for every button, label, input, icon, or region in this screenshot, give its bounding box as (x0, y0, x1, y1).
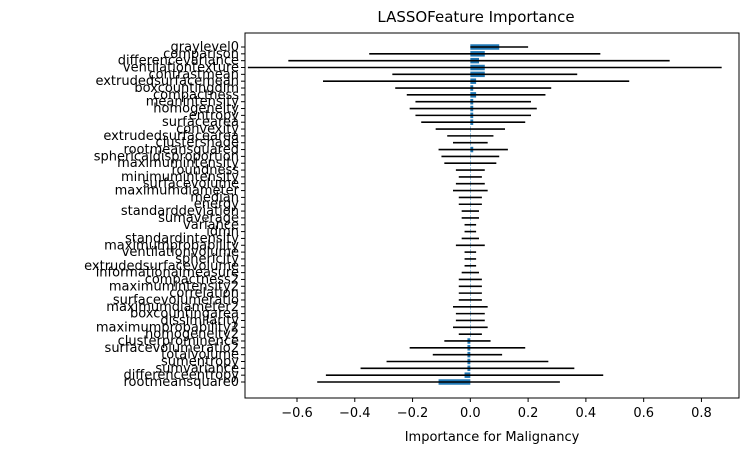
y-tick-label: clustershade (156, 136, 239, 151)
y-tick-label: minimumintensity (121, 170, 239, 185)
y-tick-labels: graylevel0comparisondifferencevarianceve… (84, 40, 245, 390)
y-tick-label: standardintensity (125, 231, 239, 246)
y-tick-label: rootmeansquared (124, 143, 239, 158)
y-tick-label: meanintensity (146, 95, 240, 110)
y-tick-label: surfacearea (162, 115, 239, 130)
y-tick-label: surfacevolume (143, 177, 239, 192)
y-tick-label: graylevel0 (171, 40, 239, 55)
y-tick-label: maximumdiameter (115, 184, 240, 199)
x-tick-label: −0.6 (281, 406, 313, 421)
chart-title: LASSOFeature Importance (377, 8, 574, 26)
y-tick-label: variance (183, 218, 239, 233)
y-tick-label: extrudedsurfacemean (95, 74, 239, 89)
y-tick-label: compactness2 (145, 272, 239, 287)
error-bars-layer (247, 46, 722, 383)
y-tick-label: boxcountingarea (130, 307, 239, 322)
y-tick-label: dissimilarity (160, 313, 239, 328)
y-tick-label: maximumintensity2 (109, 279, 239, 294)
y-tick-label: informationalmeasure (96, 266, 239, 281)
y-tick-label: compactness (153, 88, 239, 103)
y-tick-label: sumaverage (158, 211, 239, 226)
x-tick-label: −0.2 (397, 406, 429, 421)
y-tick-label: sumentropy (161, 354, 239, 369)
y-tick-label: ventilationvolume (122, 245, 239, 260)
x-tick-label: 0.0 (460, 406, 481, 421)
x-tick-label: 0.2 (518, 406, 539, 421)
x-axis: −0.6 −0.4 −0.2 0.0 0.2 0.4 0.6 0.8 (281, 398, 712, 421)
y-tick-label: convexity (176, 122, 239, 137)
x-tick-label: 0.4 (576, 406, 597, 421)
y-tick-label: median (190, 190, 239, 205)
y-tick-label: surfacevolumeratio (113, 293, 239, 308)
y-tick-label: ventilationtexture (123, 61, 239, 76)
y-tick-label: comparison (163, 47, 239, 62)
x-tick-label: 0.8 (691, 406, 712, 421)
y-tick-label: maximumintensity (117, 156, 239, 171)
y-tick-label: differenceentropy (123, 368, 239, 383)
y-tick-label: energy (194, 197, 240, 212)
y-tick-label: maximumprobability2 (96, 320, 239, 335)
y-tick-label: entropy (189, 108, 240, 123)
y-tick-label: roundness (171, 163, 239, 178)
y-tick-label: idmn (206, 225, 239, 240)
y-tick-label: homogeneity (153, 102, 239, 117)
y-tick-label: sphericaldisproportion (94, 149, 239, 164)
y-tick-label: homogeneity2 (145, 327, 239, 342)
y-tick-label: differencevariance (118, 54, 239, 69)
plot-frame (244, 32, 740, 399)
y-tick-label: rootmeansquare0 (124, 375, 240, 390)
y-tick-label: surfacevolumeratio2 (105, 341, 239, 356)
y-tick-label: maximumprobability (104, 238, 239, 253)
y-tick-label: extrudedsurfacevolume (84, 259, 239, 274)
y-tick-label: correlation (169, 286, 239, 301)
x-tick-label: 0.6 (633, 406, 654, 421)
y-tick-label: maximumdiameter2 (106, 300, 239, 315)
y-tick-label: boxcountingdim (134, 81, 239, 96)
y-tick-label: standarddeviation (121, 204, 239, 219)
y-tick-label: extrudedsurfacearea (103, 129, 239, 144)
y-tick-label: totalvolume (161, 348, 239, 363)
y-tick-label: clusterprominence (118, 334, 239, 349)
y-tick-label: contrastmean (149, 67, 240, 82)
x-tick-label: −0.4 (339, 406, 371, 421)
x-axis-label: Importance for Malignancy (405, 430, 580, 445)
y-tick-label: sphericity (175, 252, 239, 267)
y-tick-label: sumvariance (155, 361, 239, 376)
